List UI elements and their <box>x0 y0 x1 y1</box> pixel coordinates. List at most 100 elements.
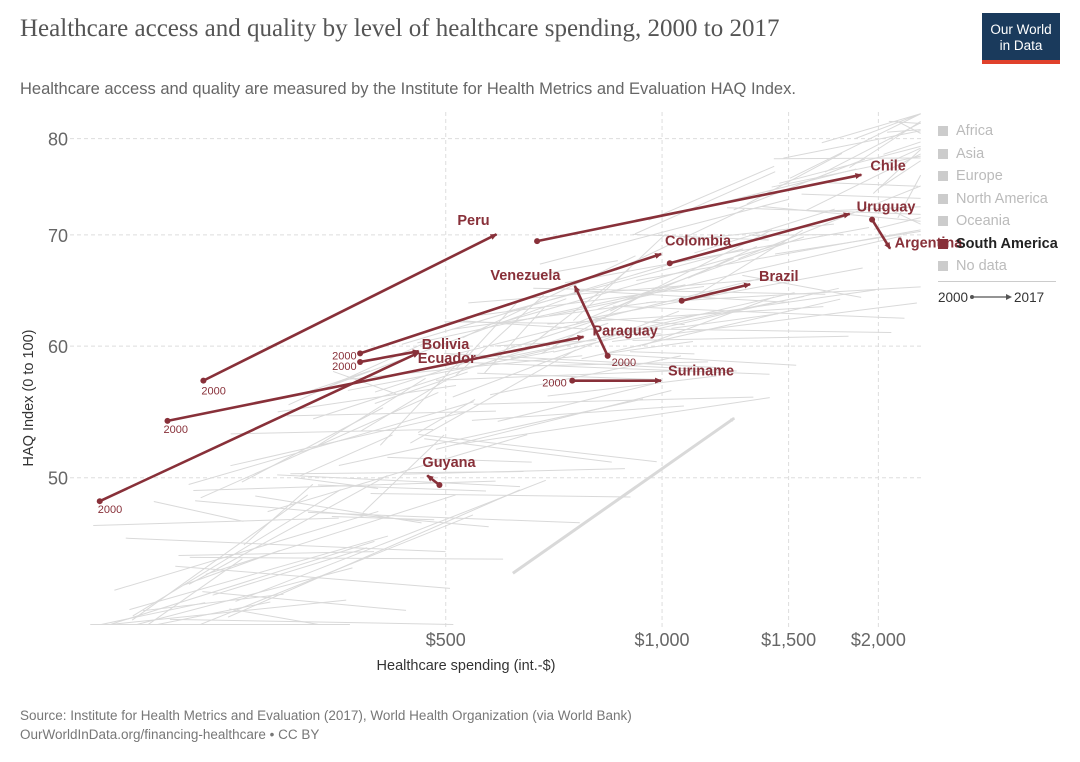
owid-logo[interactable]: Our World in Data <box>982 13 1060 64</box>
chart-title: Healthcare access and quality by level o… <box>20 15 780 42</box>
background-country-line <box>611 302 917 343</box>
background-country-line <box>212 547 368 596</box>
background-country-line <box>313 322 609 420</box>
background-country-line <box>783 130 921 159</box>
legend: Africa Asia Europe North America Oceania… <box>938 120 1068 305</box>
country-start-point <box>164 417 171 424</box>
background-country-line <box>821 113 921 144</box>
background-country-line <box>310 370 371 392</box>
x-axis-title: Healthcare spending (int.-$) <box>377 658 556 674</box>
background-country-line <box>188 401 474 485</box>
country-arrow[interactable] <box>536 173 863 243</box>
legend-swatch <box>938 261 948 272</box>
country-arrow[interactable] <box>99 351 420 503</box>
background-country-line <box>205 494 456 575</box>
background-country-line <box>632 233 769 241</box>
legend-item-north-america[interactable]: North America <box>938 188 1068 211</box>
country-arrow[interactable] <box>202 233 498 382</box>
country-start-point <box>604 352 611 359</box>
background-country-line <box>525 268 630 350</box>
background-country-line <box>131 494 309 621</box>
legend-label: North America <box>956 190 1048 207</box>
background-country-line <box>370 493 631 498</box>
start-year-label: 2000 <box>332 361 356 373</box>
background-country-line <box>444 321 565 324</box>
country-label[interactable]: Colombia <box>665 234 732 250</box>
background-country-line <box>633 328 892 333</box>
legend-swatch <box>938 193 948 204</box>
country-label[interactable]: Suriname <box>668 364 734 380</box>
background-country-line <box>872 149 921 194</box>
background-country-line <box>435 369 693 381</box>
background-country-line <box>473 396 754 405</box>
legend-item-oceania[interactable]: Oceania <box>938 210 1068 233</box>
background-country-line <box>110 599 347 625</box>
background-country-line <box>539 199 789 265</box>
background-country-line <box>873 217 921 230</box>
country-arrow[interactable] <box>870 218 892 250</box>
legend-item-asia[interactable]: Asia <box>938 143 1068 166</box>
background-country-line <box>822 206 921 212</box>
country-arrow[interactable] <box>167 335 585 423</box>
legend-time-end: 2017 <box>1014 289 1045 305</box>
background-country-line <box>307 511 580 524</box>
legend-item-europe[interactable]: Europe <box>938 165 1068 188</box>
legend-swatch <box>938 126 948 137</box>
background-country-line <box>317 377 426 446</box>
legend-label: Africa <box>956 123 994 140</box>
background-country-line <box>277 474 521 488</box>
legend-label: South America <box>956 235 1058 252</box>
background-country-line <box>288 339 433 406</box>
y-tick-label: 50 <box>48 469 68 489</box>
country-arrow[interactable] <box>681 282 752 302</box>
country-label[interactable]: Peru <box>457 213 489 229</box>
country-label[interactable]: Uruguay <box>857 200 916 216</box>
background-country-line <box>466 361 770 375</box>
country-label[interactable]: Paraguay <box>593 324 658 340</box>
legend-time-start: 2000 <box>938 289 969 305</box>
country-arrow[interactable] <box>573 285 609 357</box>
chart-subtitle: Healthcare access and quality are measur… <box>20 80 796 98</box>
background-country-line <box>142 593 284 612</box>
background-country-line <box>157 601 271 625</box>
country-label[interactable]: Bolivia <box>422 337 470 353</box>
background-country-line <box>230 411 465 467</box>
background-country-line <box>153 500 244 522</box>
country-label[interactable]: Chile <box>870 159 905 175</box>
background-country-line <box>762 205 921 222</box>
background-country-line <box>773 157 921 160</box>
background-country-line <box>733 158 866 211</box>
background-country-line <box>466 285 705 318</box>
legend-label: Asia <box>956 145 985 162</box>
country-label[interactable]: Venezuela <box>490 268 561 284</box>
background-country-line <box>854 113 921 140</box>
country-arrow[interactable] <box>359 349 420 364</box>
background-country-line <box>101 602 206 625</box>
country-label[interactable]: Ecuador <box>418 351 476 367</box>
legend-label: Europe <box>956 168 1003 185</box>
credit-note[interactable]: OurWorldInData.org/financing-healthcare … <box>20 727 320 742</box>
background-country-line <box>632 335 849 341</box>
legend-swatch <box>938 216 948 227</box>
logo-line-2: in Data <box>999 38 1043 53</box>
start-year-label: 2000 <box>332 350 356 362</box>
legend-item-south-america[interactable]: South America <box>938 233 1068 256</box>
start-year-label: 2000 <box>542 378 566 390</box>
legend-timeline: 2000 2017 <box>938 290 1068 305</box>
legend-swatch <box>938 148 948 159</box>
legend-item-africa[interactable]: Africa <box>938 120 1068 143</box>
background-country-line <box>897 174 922 219</box>
country-start-point <box>357 350 364 357</box>
country-arrow[interactable] <box>359 252 663 355</box>
background-country-line <box>178 551 375 557</box>
background-country-line <box>789 113 921 179</box>
x-tick-label: $500 <box>426 630 466 650</box>
country-label[interactable]: Guyana <box>422 455 476 471</box>
background-country-line <box>453 397 770 446</box>
country-label[interactable]: Brazil <box>759 269 799 285</box>
background-country-line <box>241 407 384 483</box>
legend-item-no-data[interactable]: No data <box>938 255 1068 278</box>
country-arrow[interactable] <box>669 212 851 265</box>
country-start-point <box>96 498 103 505</box>
